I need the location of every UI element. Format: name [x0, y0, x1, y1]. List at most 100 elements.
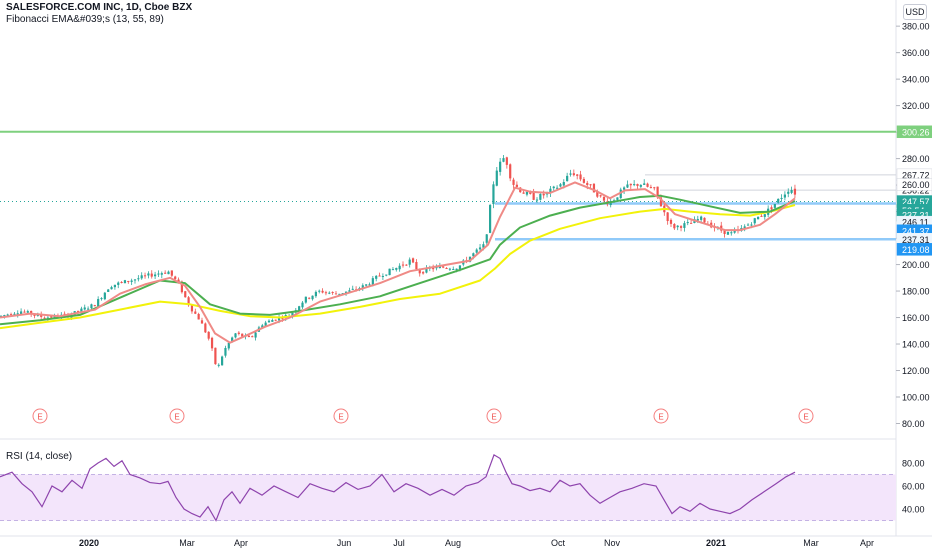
candle-down[interactable] [164, 270, 167, 274]
candle-down[interactable] [576, 174, 579, 180]
candle-up[interactable] [448, 267, 451, 272]
candle-up[interactable] [314, 290, 317, 298]
candle-down[interactable] [629, 183, 632, 190]
candle-up[interactable] [227, 342, 230, 351]
candle-down[interactable] [793, 184, 797, 198]
candle-up[interactable] [267, 319, 271, 323]
rsi-line[interactable] [0, 454, 796, 522]
candle-up[interactable] [301, 301, 304, 310]
earnings-marker[interactable]: E [169, 408, 185, 424]
candle-down[interactable] [237, 331, 240, 336]
earnings-marker[interactable]: E [333, 408, 349, 424]
candle-down[interactable] [200, 317, 204, 324]
candle-down[interactable] [720, 221, 723, 233]
candle-up[interactable] [103, 291, 106, 301]
candle-down[interactable] [669, 218, 673, 228]
candle-up[interactable] [549, 185, 552, 197]
candle-down[interactable] [579, 170, 582, 182]
candle-down[interactable] [673, 223, 676, 230]
candle-up[interactable] [790, 186, 793, 195]
candle-down[interactable] [331, 291, 334, 295]
candle-down[interactable] [334, 290, 338, 295]
candle-up[interactable] [217, 363, 220, 368]
candle-down[interactable] [324, 290, 328, 296]
candle-down[interactable] [170, 270, 173, 278]
candle-down[interactable] [679, 225, 683, 232]
candle-up[interactable] [140, 272, 143, 280]
candle-up[interactable] [746, 223, 750, 226]
candle-up[interactable] [107, 288, 110, 292]
candle-down[interactable] [214, 347, 217, 365]
candle-up[interactable] [368, 282, 371, 286]
time-axis[interactable]: 2020 Mar Apr Jun Jul Aug Oct Nov 2021 Mar Apr [79, 538, 874, 548]
rsi-pane[interactable]: 80.00 60.00 40.00 [0, 454, 925, 522]
candle-up[interactable] [375, 275, 378, 282]
candle-up[interactable] [113, 284, 116, 290]
candle-up[interactable] [391, 266, 395, 271]
candle-down[interactable] [23, 309, 26, 313]
candle-up[interactable] [130, 278, 133, 286]
candle-up[interactable] [492, 181, 495, 209]
candles[interactable] [0, 155, 797, 368]
candle-down[interactable] [127, 280, 130, 284]
candle-down[interactable] [599, 194, 602, 198]
candle-down[interactable] [308, 297, 311, 300]
candle-down[interactable] [572, 169, 575, 177]
horizontal-levels[interactable] [0, 130, 896, 241]
candle-up[interactable] [485, 233, 488, 246]
ema-line-ema-55[interactable] [0, 194, 796, 326]
candle-down[interactable] [401, 261, 405, 268]
candle-up[interactable] [83, 304, 86, 311]
candle-up[interactable] [318, 289, 321, 294]
candle-up[interactable] [633, 180, 636, 187]
candle-up[interactable] [757, 216, 760, 220]
candle-up[interactable] [224, 345, 227, 358]
candle-down[interactable] [120, 281, 123, 284]
candle-up[interactable] [780, 194, 783, 202]
candle-up[interactable] [753, 217, 756, 226]
earnings-marker[interactable]: E [486, 408, 502, 424]
candle-up[interactable] [123, 279, 127, 284]
candle-up[interactable] [676, 225, 679, 231]
candle-up[interactable] [110, 285, 113, 290]
candle-up[interactable] [686, 218, 689, 226]
candle-down[interactable] [184, 290, 187, 298]
candle-down[interactable] [445, 267, 448, 270]
candle-up[interactable] [726, 231, 730, 235]
candle-down[interactable] [251, 335, 254, 338]
candle-up[interactable] [569, 169, 572, 177]
candle-down[interactable] [411, 257, 415, 264]
candle-up[interactable] [133, 279, 137, 284]
candle-down[interactable] [150, 270, 153, 279]
candle-down[interactable] [33, 314, 36, 319]
candle-up[interactable] [495, 166, 498, 187]
candle-down[interactable] [512, 177, 515, 189]
ema-line-ema-13[interactable] [0, 181, 796, 344]
candle-down[interactable] [653, 186, 656, 191]
candle-up[interactable] [381, 273, 384, 280]
candle-up[interactable] [388, 268, 391, 276]
candle-up[interactable] [385, 274, 388, 277]
candle-up[interactable] [539, 193, 542, 201]
candle-up[interactable] [683, 220, 686, 232]
candle-down[interactable] [405, 264, 408, 266]
candle-up[interactable] [566, 172, 569, 182]
candle-up[interactable] [304, 296, 307, 304]
candle-up[interactable] [154, 271, 157, 279]
candle-up[interactable] [395, 267, 398, 272]
candle-down[interactable] [190, 305, 194, 314]
candle-up[interactable] [351, 285, 354, 290]
candle-up[interactable] [763, 214, 766, 220]
candle-down[interactable] [194, 308, 197, 315]
candle-up[interactable] [157, 270, 160, 278]
candle-up[interactable] [639, 184, 642, 189]
candle-down[interactable] [321, 288, 324, 294]
candle-up[interactable] [311, 295, 314, 301]
candle-up[interactable] [16, 310, 19, 318]
candle-down[interactable] [197, 312, 200, 320]
candle-up[interactable] [117, 281, 120, 289]
candle-down[interactable] [582, 176, 585, 184]
candle-up[interactable] [559, 182, 562, 188]
candle-up[interactable] [643, 179, 646, 185]
currency-button[interactable]: USD [903, 4, 927, 20]
